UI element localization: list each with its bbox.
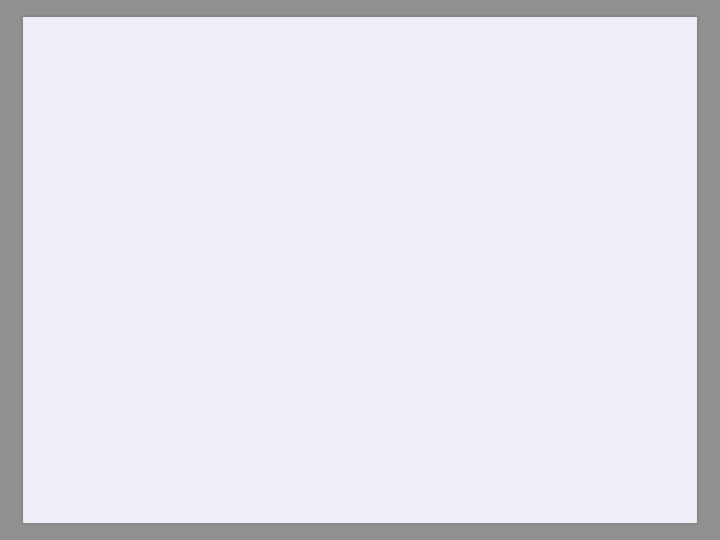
Text: A.  Longitude.: A. Longitude. (79, 203, 252, 227)
FancyBboxPatch shape (50, 360, 63, 369)
Text: Answer: C: Answer: C (79, 397, 204, 421)
FancyBboxPatch shape (50, 311, 63, 321)
Text: B.  Seasons.: B. Seasons. (79, 252, 233, 275)
Text: What separates one climate zone from
another?: What separates one climate zone from ano… (50, 38, 647, 106)
Text: D.  Sunlight.: D. Sunlight. (79, 349, 234, 373)
FancyBboxPatch shape (50, 262, 63, 272)
FancyBboxPatch shape (50, 214, 63, 224)
FancyBboxPatch shape (50, 408, 63, 418)
Text: C.  Latitude.: C. Latitude. (79, 300, 231, 324)
